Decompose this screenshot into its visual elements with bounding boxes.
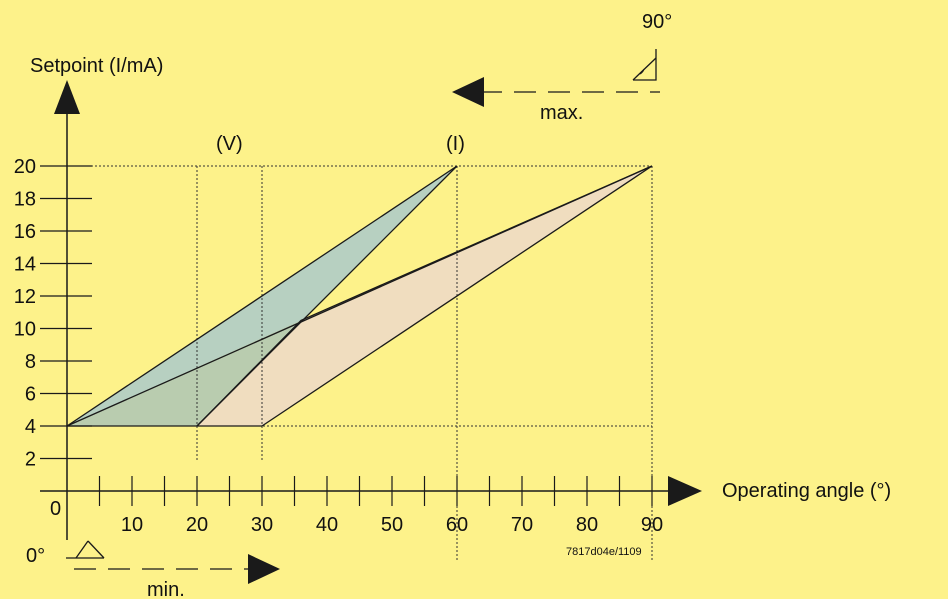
x-tick-label-80: 80 [576, 514, 598, 536]
region-tan [197, 166, 652, 426]
tick-marks [40, 165, 653, 506]
x-tick-label-40: 40 [316, 514, 338, 536]
x-tick-label-10: 10 [121, 514, 143, 536]
y-tick-label-18: 18 [14, 189, 36, 211]
y-axis-label: Setpoint (I/mA) [30, 55, 163, 77]
x-axis-label: Operating angle (°) [722, 480, 891, 502]
y-axis-arrow [54, 80, 80, 114]
y-tick-label-16: 16 [14, 221, 36, 243]
x-tick-label-50: 50 [381, 514, 403, 536]
x-tick-label-30: 30 [251, 514, 273, 536]
max-arrow-icon [452, 77, 660, 107]
x-axis-arrow [668, 476, 702, 506]
figure-code: 7817d04e/1109 [566, 546, 642, 558]
y-tick-label-8: 8 [25, 351, 36, 373]
max-angle-label: 90° [642, 11, 672, 33]
x-tick-label-60: 60 [446, 514, 468, 536]
tick-labels: 10 20 30 40 50 60 70 80 90 2 4 6 8 10 12 14 16 18 20 [14, 156, 663, 536]
y-tick-label-10: 10 [14, 319, 36, 341]
angle-0-icon [66, 540, 105, 559]
y-tick-label-12: 12 [14, 286, 36, 308]
y-tick-label-14: 14 [14, 254, 36, 276]
guide-label-i: (I) [446, 133, 465, 155]
guide-label-v: (V) [216, 133, 243, 155]
characteristic-lines [66, 165, 653, 427]
y-tick-label-4: 4 [25, 416, 36, 438]
angle-90-icon [632, 49, 657, 81]
origin-label: 0 [50, 498, 61, 520]
y-tick-label-6: 6 [25, 384, 36, 406]
y-tick-label-2: 2 [25, 449, 36, 471]
x-tick-label-20: 20 [186, 514, 208, 536]
max-label: max. [540, 102, 583, 124]
char-line-1 [66, 165, 458, 427]
axes [40, 80, 702, 540]
x-tick-label-70: 70 [511, 514, 533, 536]
min-label: min. [147, 579, 185, 599]
x-tick-label-90: 90 [641, 514, 663, 536]
min-angle-label: 0° [26, 545, 45, 567]
char-line-4 [261, 165, 653, 427]
y-tick-label-20: 20 [14, 156, 36, 178]
min-arrow-icon [74, 554, 280, 584]
char-line-kink [196, 165, 653, 427]
